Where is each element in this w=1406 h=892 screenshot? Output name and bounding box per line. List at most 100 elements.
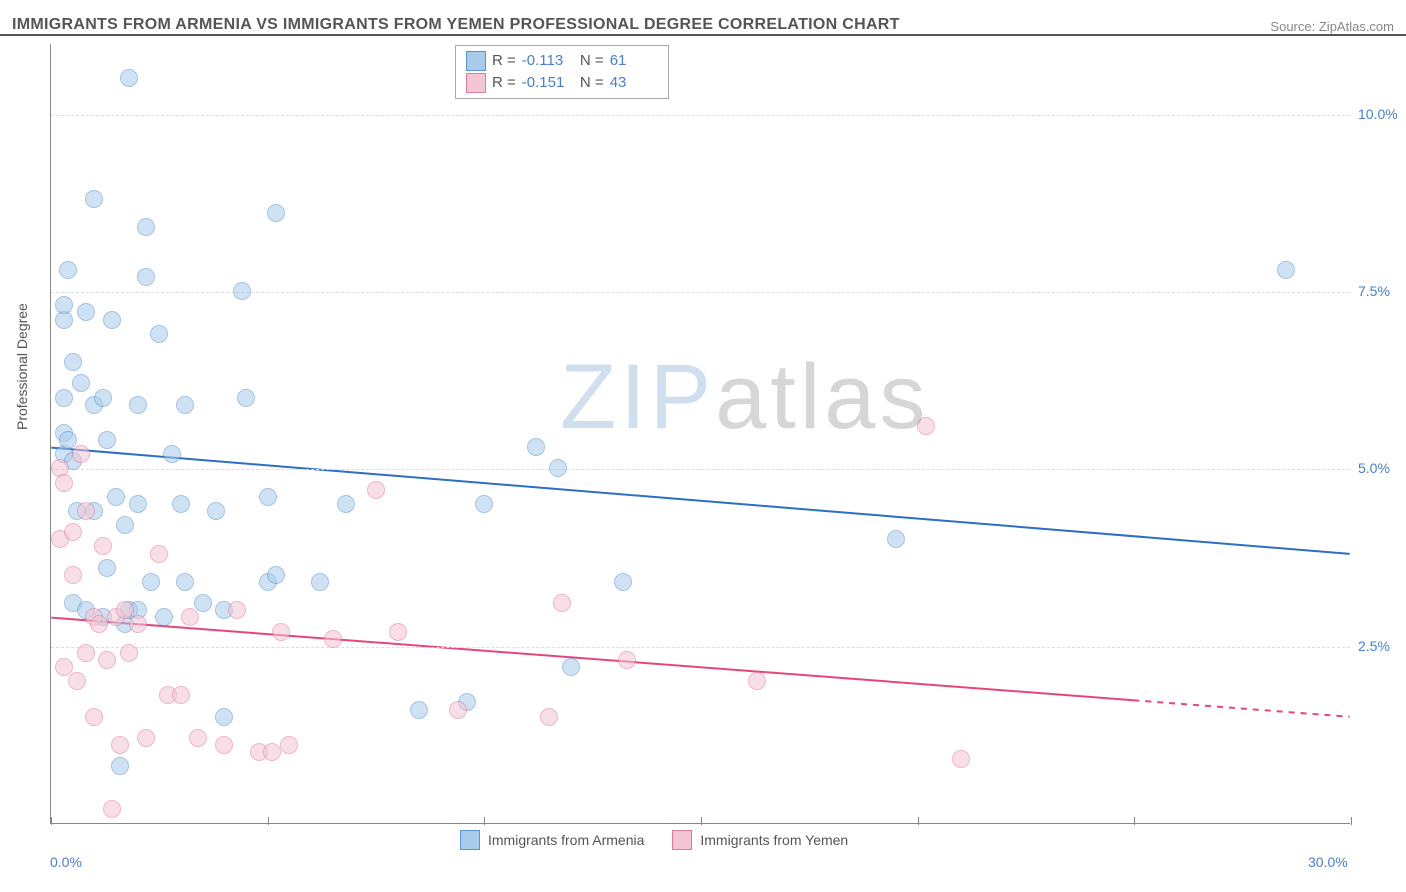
data-point-yemen — [77, 644, 95, 662]
data-point-yemen — [129, 615, 147, 633]
data-point-armenia — [237, 389, 255, 407]
data-point-yemen — [181, 608, 199, 626]
data-point-yemen — [90, 615, 108, 633]
data-point-yemen — [77, 502, 95, 520]
data-point-yemen — [449, 701, 467, 719]
data-point-armenia — [111, 757, 129, 775]
x-tick — [918, 817, 919, 825]
data-point-yemen — [324, 630, 342, 648]
stat-n-value-yemen: 43 — [610, 72, 658, 94]
trend-lines-layer — [51, 44, 1350, 823]
gridline-h — [51, 647, 1350, 648]
stat-r-label: R = — [492, 72, 516, 94]
x-tick — [484, 817, 485, 825]
x-tick — [1351, 817, 1352, 825]
source-attribution: Source: ZipAtlas.com — [1270, 19, 1394, 34]
legend-item-yemen: Immigrants from Yemen — [672, 830, 848, 850]
data-point-armenia — [98, 559, 116, 577]
stat-r-value-armenia: -0.113 — [522, 50, 570, 72]
data-point-armenia — [72, 374, 90, 392]
stat-n-value-armenia: 61 — [610, 50, 658, 72]
data-point-yemen — [68, 672, 86, 690]
data-point-yemen — [748, 672, 766, 690]
stat-r-label: R = — [492, 50, 516, 72]
data-point-yemen — [103, 800, 121, 818]
data-point-yemen — [228, 601, 246, 619]
data-point-armenia — [267, 204, 285, 222]
data-point-yemen — [55, 474, 73, 492]
data-point-armenia — [116, 516, 134, 534]
data-point-yemen — [263, 743, 281, 761]
x-tick — [1134, 817, 1135, 825]
data-point-armenia — [155, 608, 173, 626]
data-point-armenia — [103, 311, 121, 329]
source-value: ZipAtlas.com — [1319, 19, 1394, 34]
data-point-armenia — [142, 573, 160, 591]
data-point-yemen — [367, 481, 385, 499]
stat-n-label: N = — [576, 50, 604, 72]
chart-title: IMMIGRANTS FROM ARMENIA VS IMMIGRANTS FR… — [12, 16, 900, 34]
x-tick — [268, 817, 269, 825]
series-legend: Immigrants from Armenia Immigrants from Y… — [460, 830, 848, 850]
data-point-yemen — [553, 594, 571, 612]
data-point-yemen — [64, 523, 82, 541]
data-point-armenia — [77, 303, 95, 321]
data-point-armenia — [107, 488, 125, 506]
data-point-yemen — [64, 566, 82, 584]
data-point-yemen — [272, 623, 290, 641]
data-point-armenia — [85, 190, 103, 208]
chart-header: IMMIGRANTS FROM ARMENIA VS IMMIGRANTS FR… — [0, 0, 1406, 36]
data-point-yemen — [280, 736, 298, 754]
data-point-armenia — [215, 708, 233, 726]
data-point-armenia — [410, 701, 428, 719]
legend-label-yemen: Immigrants from Yemen — [700, 832, 848, 848]
data-point-armenia — [120, 69, 138, 87]
data-point-armenia — [887, 530, 905, 548]
plot-area — [50, 44, 1350, 824]
data-point-yemen — [120, 644, 138, 662]
data-point-yemen — [72, 445, 90, 463]
y-axis-title: Professional Degree — [14, 303, 30, 430]
data-point-yemen — [172, 686, 190, 704]
data-point-yemen — [215, 736, 233, 754]
data-point-armenia — [98, 431, 116, 449]
data-point-armenia — [129, 396, 147, 414]
data-point-yemen — [150, 545, 168, 563]
data-point-armenia — [59, 261, 77, 279]
data-point-yemen — [111, 736, 129, 754]
source-label: Source: — [1270, 19, 1315, 34]
data-point-armenia — [207, 502, 225, 520]
data-point-yemen — [540, 708, 558, 726]
data-point-armenia — [259, 488, 277, 506]
data-point-armenia — [475, 495, 493, 513]
data-point-yemen — [94, 537, 112, 555]
data-point-armenia — [549, 459, 567, 477]
data-point-armenia — [137, 218, 155, 236]
data-point-yemen — [98, 651, 116, 669]
stats-row-yemen: R =-0.151 N =43 — [466, 72, 658, 94]
data-point-armenia — [267, 566, 285, 584]
y-tick-label: 7.5% — [1358, 283, 1390, 299]
data-point-armenia — [562, 658, 580, 676]
gridline-h — [51, 469, 1350, 470]
trendline-yemen-extrapolated — [1133, 700, 1349, 717]
x-axis-label-left: 0.0% — [50, 854, 82, 870]
stat-n-label: N = — [576, 72, 604, 94]
data-point-yemen — [389, 623, 407, 641]
data-point-yemen — [952, 750, 970, 768]
legend-item-armenia: Immigrants from Armenia — [460, 830, 644, 850]
y-tick-label: 2.5% — [1358, 638, 1390, 654]
legend-swatch-armenia — [460, 830, 480, 850]
data-point-armenia — [94, 389, 112, 407]
gridline-h — [51, 115, 1350, 116]
x-axis-label-right: 30.0% — [1308, 854, 1348, 870]
data-point-armenia — [337, 495, 355, 513]
data-point-armenia — [176, 396, 194, 414]
data-point-armenia — [233, 282, 251, 300]
data-point-armenia — [194, 594, 212, 612]
legend-swatch-yemen — [466, 73, 486, 93]
data-point-armenia — [150, 325, 168, 343]
data-point-yemen — [85, 708, 103, 726]
trendline-armenia — [51, 448, 1349, 554]
data-point-armenia — [137, 268, 155, 286]
